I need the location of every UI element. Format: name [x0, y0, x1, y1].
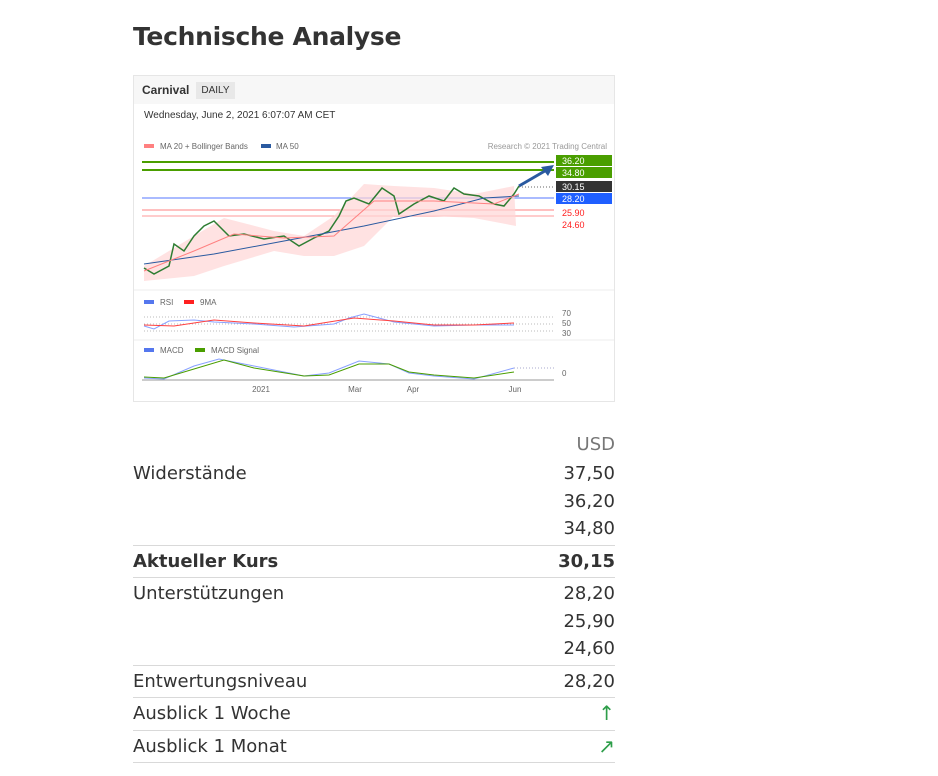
macd-line: [143, 358, 515, 380]
price-tag: [556, 193, 612, 204]
table-row: Ausblick 1 Woche ↑: [133, 698, 615, 731]
row-value: 25,90: [563, 610, 615, 632]
row-value: 24,60: [563, 638, 615, 659]
price-line: [143, 185, 520, 275]
legend-macd: MACD: [160, 346, 184, 355]
row-label: Entwertungsniveau: [133, 670, 308, 692]
arrow-up-right-icon: ↗: [598, 733, 615, 758]
legend-swatch: [184, 300, 194, 304]
ma50-line: [143, 195, 520, 265]
legend-swatch: [144, 348, 154, 352]
row-label: Aktueller Kurs: [133, 550, 279, 572]
copyright: Research © 2021 Trading Central: [488, 142, 608, 151]
chart-header: Carnival DAILY: [134, 76, 614, 104]
analysis-table: USD Widerstände 37,50 36,20 34,80 Aktueller …: [133, 432, 615, 763]
rsi-line: [143, 313, 514, 330]
table-row: Entwertungsniveau 28,20: [133, 666, 615, 698]
macd-zero: 0: [562, 369, 567, 378]
row-value: 28,20: [563, 670, 615, 692]
row-label: Widerstände: [133, 463, 247, 484]
legend-ma20: MA 20 + Bollinger Bands: [160, 142, 248, 151]
legend-9ma: 9MA: [200, 298, 217, 307]
x-tick: Apr: [407, 385, 420, 394]
price-label-30.15: 30.15: [562, 182, 585, 192]
row-value: 34,80: [563, 518, 615, 539]
rsi-9ma-line: [143, 317, 515, 327]
legend-macd-signal: MACD Signal: [211, 346, 259, 355]
row-label: Ausblick 1 Woche: [133, 703, 291, 724]
price-tag: [556, 155, 612, 166]
price-label-36.20: 36.20: [562, 156, 585, 166]
instrument-name: Carnival: [142, 83, 190, 97]
period-badge: DAILY: [196, 81, 235, 99]
row-value: 37,50: [563, 463, 615, 484]
table-row: Widerstände 37,50 36,20 34,80: [133, 458, 615, 546]
ma20-line: [143, 193, 520, 272]
row-label: Unterstützungen: [133, 583, 285, 604]
macd-signal-line: [143, 359, 515, 379]
price-tag: [556, 167, 612, 178]
chart-timestamp: Wednesday, June 2, 2021 6:07:07 AM CET: [144, 110, 336, 121]
forecast-arrowhead: [541, 165, 554, 176]
legend-swatch: [144, 300, 154, 304]
arrow-up-icon: ↑: [598, 701, 615, 725]
legend-swatch: [195, 348, 205, 352]
row-value: 30,15: [558, 550, 615, 572]
technical-chart: Carnival DAILY Wednesday, June 2, 2021 6…: [133, 75, 615, 402]
row-value: 36,20: [563, 490, 615, 512]
rsi-level: 70: [562, 309, 571, 318]
price-label-28.20: 28.20: [562, 194, 585, 204]
page-title: Technische Analyse: [133, 22, 402, 51]
legend-rsi: RSI: [160, 298, 173, 307]
x-tick: 2021: [252, 385, 270, 394]
row-label: Ausblick 1 Monat: [133, 735, 287, 757]
currency-label: USD: [576, 434, 615, 455]
x-tick: Jun: [509, 385, 522, 394]
legend-swatch: [261, 144, 271, 148]
row-value: 28,20: [563, 583, 615, 604]
legend-ma50: MA 50: [276, 142, 299, 151]
rsi-level: 50: [562, 319, 571, 328]
chart-graphic: MA 20 + Bollinger Bands MA 50 Research © 2…: [134, 142, 614, 394]
price-tag: [556, 181, 612, 192]
legend-swatch: [144, 144, 154, 148]
price-label-24.60: 24.60: [562, 220, 585, 230]
table-row: Aktueller Kurs 30,15: [133, 546, 615, 578]
x-tick: Mar: [348, 385, 362, 394]
price-label-34.80: 34.80: [562, 168, 585, 178]
table-row: Unterstützungen 28,20 25,90 24,60: [133, 578, 615, 666]
table-row: Ausblick 1 Monat ↗: [133, 731, 615, 763]
rsi-level: 30: [562, 329, 571, 338]
price-label-25.90: 25.90: [562, 208, 585, 218]
